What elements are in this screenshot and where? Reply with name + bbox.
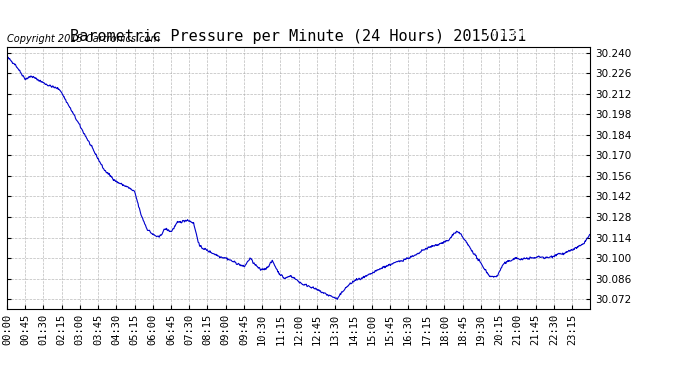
Text: Copyright 2015 Cartronics.com: Copyright 2015 Cartronics.com xyxy=(7,34,160,44)
Text: Pressure  (Inches/Hg): Pressure (Inches/Hg) xyxy=(486,28,618,38)
Title: Barometric Pressure per Minute (24 Hours) 20150131: Barometric Pressure per Minute (24 Hours… xyxy=(70,29,526,44)
